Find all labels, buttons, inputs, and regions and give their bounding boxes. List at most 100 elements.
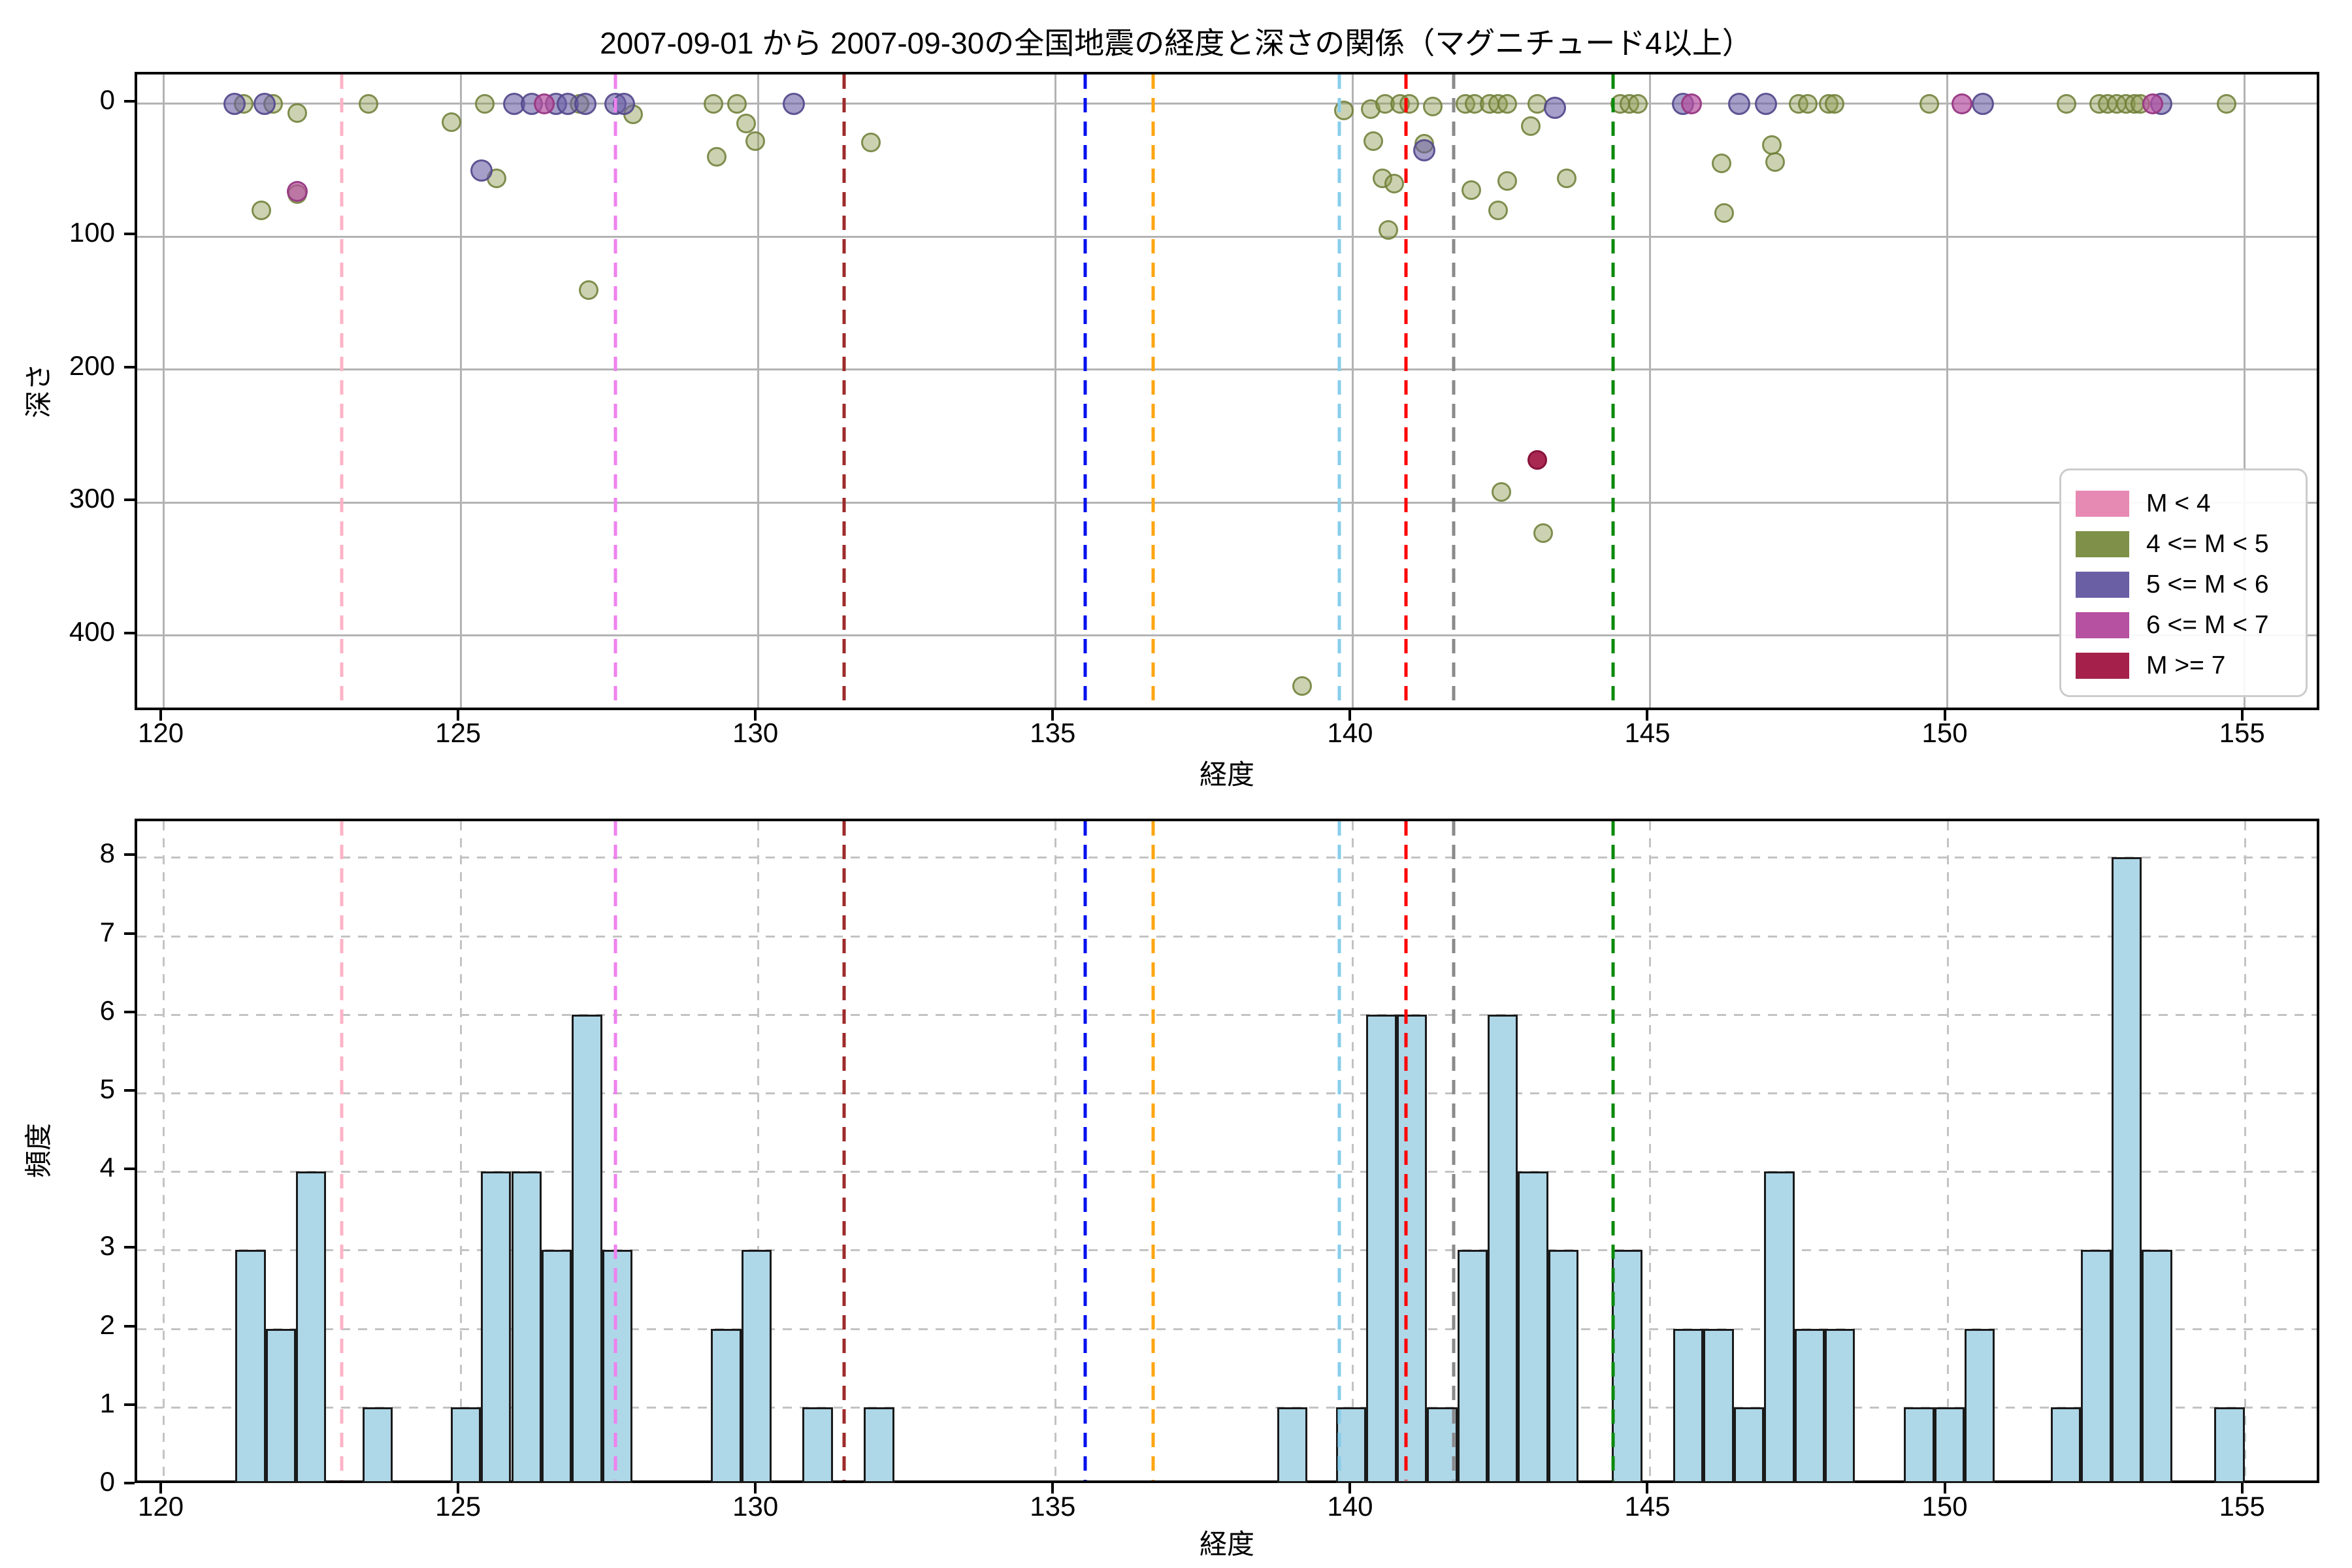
y-tick-label: 100 <box>69 217 115 248</box>
reference-line-skyblue <box>1337 74 1341 708</box>
x-tick-label: 130 <box>732 717 779 748</box>
scatter-point-olive <box>1557 168 1577 188</box>
reference-line-blue <box>1083 821 1087 1480</box>
histogram-bar <box>1457 1250 1488 1483</box>
scatter-point-olive <box>359 93 379 114</box>
x-axis-label-bottom: 経度 <box>1199 1529 1255 1560</box>
x-tick-label: 125 <box>435 717 482 748</box>
histogram-bar <box>1548 1250 1579 1483</box>
scatter-point-olive <box>1762 135 1782 155</box>
histogram-bar <box>511 1171 542 1483</box>
reference-line-green <box>1611 74 1615 708</box>
scatter-point-olive <box>474 93 495 114</box>
gridline-lon-150 <box>1946 821 1949 1480</box>
histogram-bar <box>1904 1407 1935 1483</box>
histogram-bar <box>450 1407 482 1483</box>
gridline-lon-145 <box>1648 74 1651 708</box>
histogram-bar <box>1277 1407 1308 1483</box>
legend-label: 4 <= M < 5 <box>2146 530 2269 558</box>
gridline-lon-140 <box>1351 74 1354 708</box>
scatter-point-olive <box>1491 482 1511 502</box>
gridline-lon-155 <box>2244 74 2246 708</box>
histogram-bar <box>265 1328 296 1483</box>
reference-line-red <box>1404 74 1408 708</box>
gridline-lon-120 <box>163 821 165 1480</box>
y-tick <box>124 932 135 935</box>
histogram-bar <box>2050 1407 2082 1483</box>
gridline-freq-8 <box>137 857 2317 859</box>
scatter-point-olive <box>703 93 723 114</box>
x-tick <box>1943 1483 1946 1494</box>
scatter-point-olive <box>727 93 747 114</box>
histogram-plot-area <box>135 819 2319 1483</box>
reference-line-orange <box>1151 74 1155 708</box>
x-tick-label: 155 <box>2219 1491 2265 1522</box>
scatter-point-purple <box>223 92 246 115</box>
x-tick <box>2240 1483 2244 1494</box>
legend-row: M >= 7 <box>2076 645 2306 686</box>
y-tick <box>124 1324 135 1328</box>
scatter-plot-area: M < 4 4 <= M < 5 5 <= M < 6 6 <= M < 7 M >= … <box>135 72 2319 710</box>
reference-line-skyblue <box>1337 821 1341 1480</box>
histogram-bar <box>1518 1171 1548 1483</box>
reference-line-pink <box>340 821 344 1480</box>
gridline-lon-150 <box>1946 74 1949 708</box>
y-tick-label: 7 <box>99 916 115 947</box>
y-tick <box>124 1010 135 1013</box>
reference-line-orange <box>1151 821 1155 1480</box>
gridline-depth-0 <box>137 103 2317 105</box>
scatter-point-olive <box>2217 93 2237 114</box>
histogram-bar <box>2142 1250 2172 1483</box>
x-tick <box>1646 1483 1649 1494</box>
x-tick <box>1943 710 1946 721</box>
histogram-bar <box>1366 1014 1397 1483</box>
y-tick-label: 0 <box>99 84 115 115</box>
x-tick <box>159 1483 163 1494</box>
legend-row: M < 4 <box>2076 483 2306 524</box>
y-tick-label: 4 <box>99 1152 115 1183</box>
x-tick-label: 130 <box>732 1491 779 1522</box>
x-tick-label: 125 <box>435 1491 482 1522</box>
legend-swatch-crimson <box>2076 653 2129 679</box>
scatter-point-olive <box>1628 93 1648 114</box>
y-tick <box>124 498 135 502</box>
scatter-point-olive <box>1497 171 1518 191</box>
legend: M < 4 4 <= M < 5 5 <= M < 6 6 <= M < 7 M >= … <box>2059 468 2308 697</box>
legend-swatch-pink <box>2076 491 2129 517</box>
histogram-bar <box>1764 1171 1795 1483</box>
gridline-depth-300 <box>137 501 2317 504</box>
x-tick-label: 120 <box>138 1491 184 1522</box>
legend-label: 6 <= M < 7 <box>2146 611 2269 639</box>
scatter-point-olive <box>1797 93 1818 114</box>
x-tick <box>1051 710 1054 721</box>
x-tick-label: 140 <box>1327 717 1373 748</box>
legend-label: M >= 7 <box>2146 651 2226 679</box>
gridline-freq-6 <box>137 1013 2317 1016</box>
gridline-freq-5 <box>137 1092 2317 1094</box>
y-tick-label: 8 <box>99 838 115 869</box>
reference-line-gray <box>1452 821 1456 1480</box>
scatter-point-olive <box>861 132 881 152</box>
histogram-bar <box>1934 1407 1965 1483</box>
histogram-bar <box>864 1407 894 1483</box>
y-tick-label: 200 <box>69 350 115 381</box>
x-axis-label-top: 経度 <box>1199 759 1255 790</box>
gridline-freq-4 <box>137 1171 2317 1173</box>
scatter-point-olive <box>1333 100 1354 120</box>
histogram-bar <box>2111 857 2142 1483</box>
scatter-point-purple <box>253 92 276 115</box>
x-tick <box>1646 710 1649 721</box>
scatter-point-crimson <box>1527 450 1547 470</box>
scatter-point-olive <box>1384 173 1405 193</box>
reference-line-green <box>1611 821 1615 1480</box>
y-tick <box>124 1168 135 1171</box>
scatter-point-magenta <box>2142 93 2163 114</box>
scatter-point-olive <box>1711 154 1731 174</box>
scatter-point-purple <box>470 159 493 182</box>
histogram-bar <box>1825 1328 1855 1483</box>
x-tick-label: 145 <box>1624 1491 1671 1522</box>
x-tick-label: 145 <box>1624 717 1671 748</box>
histogram-bar <box>481 1171 512 1483</box>
x-tick <box>754 710 757 721</box>
y-tick-label: 1 <box>99 1387 115 1418</box>
